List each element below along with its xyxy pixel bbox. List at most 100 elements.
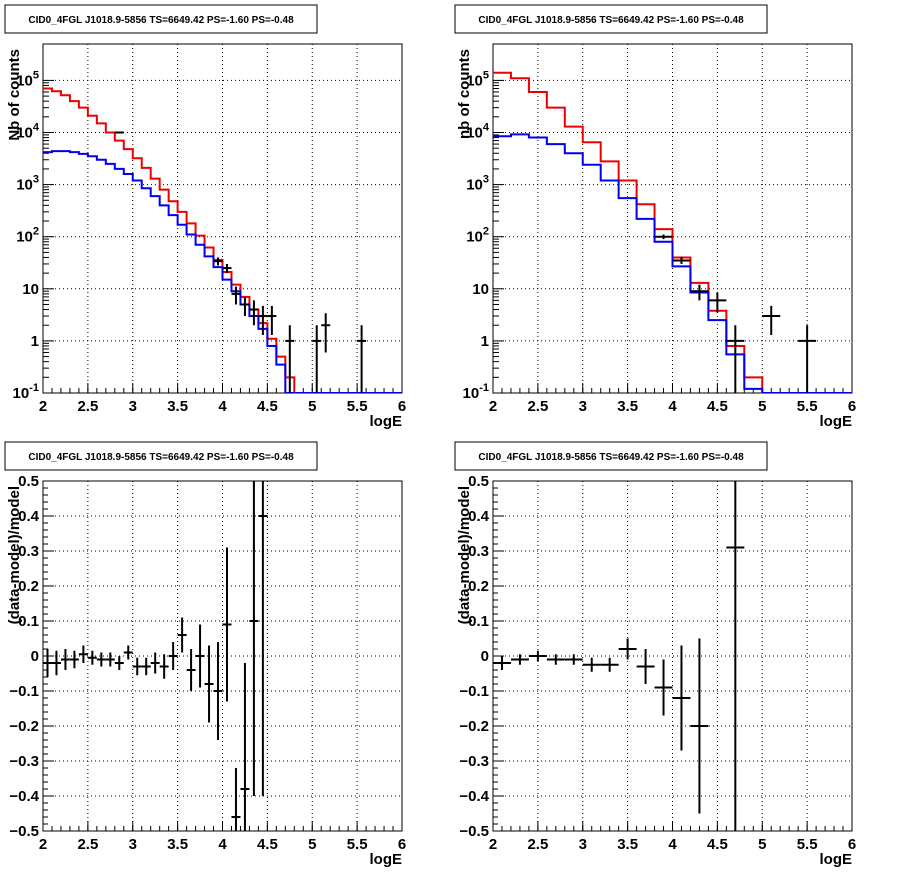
- y-tick-label: −0.4: [459, 788, 489, 805]
- y-tick-label: −0.5: [459, 823, 489, 840]
- title-box: [4, 441, 318, 471]
- data-point: [249, 300, 259, 326]
- data-point: [312, 325, 322, 393]
- data-point: [672, 645, 691, 751]
- data-point: [43, 649, 52, 677]
- x-tick-label: 3.5: [167, 398, 188, 415]
- plot-title: CID0_4FGL J1018.9-5856 TS=6649.42 PS=-1.…: [478, 15, 744, 26]
- x-tick-label: 4.5: [707, 398, 728, 415]
- data-point: [285, 325, 295, 393]
- y-tick-label: 0.3: [18, 543, 39, 560]
- x-tick-label: 5.5: [797, 398, 818, 415]
- y-tick-label: −0.1: [9, 683, 39, 700]
- x-tick-label: 3.5: [617, 398, 638, 415]
- x-tick-label: 5: [308, 398, 316, 415]
- x-tick-label: 4: [218, 398, 227, 415]
- data-point: [564, 654, 583, 665]
- y-tick-label: 10-1: [13, 382, 39, 402]
- data-point: [204, 645, 214, 723]
- data-point: [150, 652, 160, 674]
- y-axis-title: nb of counts: [456, 49, 473, 139]
- y-tick-label: −0.2: [459, 718, 489, 735]
- y-axis-title: Nb of counts: [6, 49, 23, 141]
- y-tick-label: 0.1: [18, 613, 39, 630]
- data-point: [123, 645, 133, 660]
- data-point: [357, 325, 367, 393]
- data-point: [582, 657, 601, 672]
- y-tick-label: −0.3: [459, 753, 489, 770]
- data-point: [213, 642, 223, 740]
- x-tick-label: 2.5: [77, 836, 98, 853]
- y-tick-label: 10: [472, 281, 489, 298]
- y-tick-label: 105: [16, 69, 39, 89]
- y-tick-label: 0.1: [468, 613, 489, 630]
- x-tick-label: 4: [668, 836, 677, 853]
- plot-title: CID0_4FGL J1018.9-5856 TS=6649.42 PS=-1.…: [28, 15, 294, 26]
- x-tick-label: 2: [39, 836, 47, 853]
- data-point: [168, 642, 178, 670]
- x-tick-label: 3: [129, 836, 137, 853]
- y-tick-label: 105: [466, 69, 489, 89]
- data-point: [222, 263, 232, 274]
- data-point: [690, 284, 709, 301]
- plot-title: CID0_4FGL J1018.9-5856 TS=6649.42 PS=-1.…: [28, 452, 294, 463]
- x-tick-label: 3: [579, 398, 587, 415]
- data-point: [762, 305, 781, 335]
- data-point: [114, 656, 124, 670]
- data-point: [51, 650, 61, 676]
- y-tick-label: 0.4: [18, 508, 40, 525]
- y-tick-label: 1: [481, 333, 489, 350]
- data-point: [240, 296, 250, 317]
- data-point: [267, 305, 277, 335]
- y-tick-label: −0.5: [9, 823, 39, 840]
- x-tick-label: 4: [668, 398, 677, 415]
- y-tick-label: −0.1: [459, 683, 489, 700]
- y-tick-label: 104: [16, 122, 40, 142]
- y-tick-label: 103: [16, 174, 39, 194]
- y-tick-label: 0.4: [468, 508, 490, 525]
- title-box: [454, 4, 768, 34]
- x-axis-title: logE: [370, 851, 403, 868]
- data-point: [186, 649, 196, 691]
- histogram-series-red: [493, 71, 852, 393]
- data-point: [528, 650, 547, 662]
- y-tick-label: 1: [31, 333, 39, 350]
- data-point: [69, 650, 79, 669]
- x-tick-label: 6: [398, 398, 406, 415]
- y-tick-label: 102: [466, 226, 489, 246]
- x-tick-label: 2.5: [77, 398, 98, 415]
- data-point: [213, 257, 223, 266]
- x-tick-label: 4: [218, 836, 227, 853]
- x-axis-title: logE: [820, 851, 853, 868]
- x-tick-label: 2: [489, 398, 497, 415]
- x-tick-label: 2.5: [527, 398, 548, 415]
- panel-counts-fine: 2 2.5 3 3.5 4 4.5 5 5.5 6 10-1 1 10 102 103 104 105 logE…: [4, 4, 406, 430]
- data-point: [672, 256, 691, 264]
- data-layer: [43, 481, 268, 831]
- y-tick-label: 102: [16, 226, 39, 246]
- y-axis-title: (data-model)/model: [6, 486, 23, 624]
- x-tick-label: 5.5: [347, 398, 368, 415]
- data-point: [159, 654, 169, 679]
- data-point: [114, 131, 124, 134]
- data-point: [249, 481, 259, 796]
- y-tick-label: −0.2: [9, 718, 39, 735]
- data-point: [195, 624, 205, 688]
- y-tick-label: 0.3: [468, 543, 489, 560]
- data-point: [600, 657, 619, 672]
- y-tick-label: 0.5: [18, 473, 39, 490]
- data-point: [510, 654, 529, 665]
- x-tick-label: 3: [129, 398, 137, 415]
- x-tick-label: 5.5: [797, 836, 818, 853]
- x-tick-label: 4.5: [257, 398, 278, 415]
- x-tick-label: 3: [579, 836, 587, 853]
- panel-counts-coarse: 2 2.5 3 3.5 4 4.5 5 5.5 6 10-1 1 10 102 103 104 105 logE…: [454, 4, 856, 430]
- data-point: [231, 286, 241, 305]
- data-point: [708, 292, 727, 313]
- data-point: [96, 652, 106, 667]
- x-tick-label: 5: [308, 836, 316, 853]
- data-point: [60, 649, 70, 670]
- data-point: [87, 650, 97, 665]
- data-layer: [43, 87, 402, 393]
- y-tick-label: −0.4: [9, 788, 39, 805]
